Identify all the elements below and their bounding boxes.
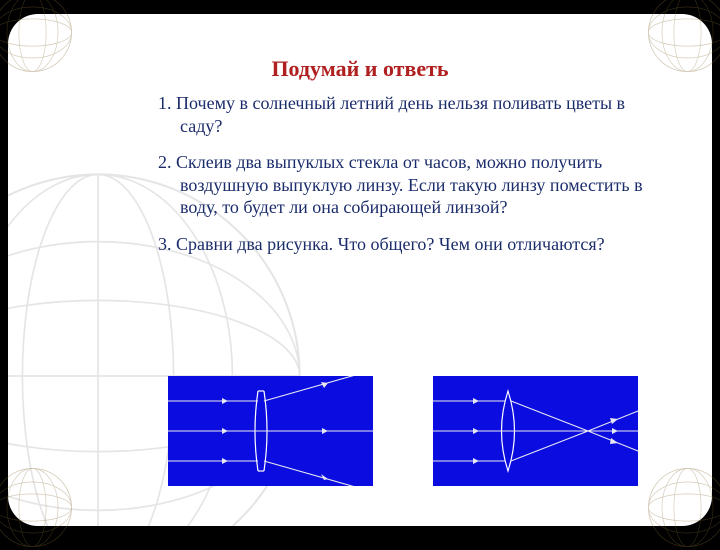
question-list: 1. Почему в солнечный летний день нельзя… bbox=[158, 92, 662, 269]
corner-sphere-icon bbox=[0, 0, 75, 75]
slide-background: Подумай и ответь 1. Почему в солнечный л… bbox=[0, 0, 720, 540]
diverging-lens-diagram bbox=[168, 376, 373, 486]
slide-panel: Подумай и ответь 1. Почему в солнечный л… bbox=[8, 14, 712, 526]
figure-row bbox=[168, 376, 638, 486]
figure-diverging-lens bbox=[168, 376, 373, 486]
question-1: 1. Почему в солнечный летний день нельзя… bbox=[158, 92, 662, 137]
question-2: 2. Склеив два выпуклых стекла от часов, … bbox=[158, 151, 662, 219]
corner-sphere-icon bbox=[645, 465, 720, 550]
figure-converging-lens bbox=[433, 376, 638, 486]
converging-lens-diagram bbox=[433, 376, 638, 486]
question-3: 3. Сравни два рисунка. Что общего? Чем о… bbox=[158, 233, 662, 256]
corner-sphere-icon bbox=[0, 465, 75, 550]
corner-sphere-icon bbox=[645, 0, 720, 75]
slide-title: Подумай и ответь bbox=[8, 56, 712, 82]
